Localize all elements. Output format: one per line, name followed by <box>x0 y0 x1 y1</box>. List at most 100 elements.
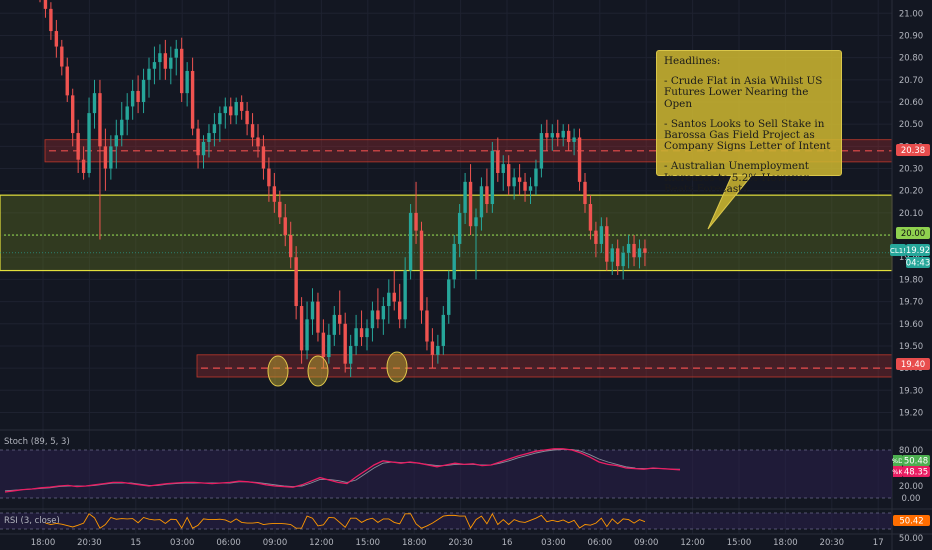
symbol-tag[interactable] <box>890 244 906 256</box>
candle[interactable] <box>207 124 211 158</box>
candle[interactable] <box>294 246 298 320</box>
candle[interactable] <box>512 168 516 200</box>
candle[interactable] <box>185 62 189 107</box>
candle[interactable] <box>141 68 146 114</box>
time-axis[interactable]: 18:00 20:30 15 03:00 06:00 09:00 12:00 15:00 18:… <box>31 538 884 548</box>
candles[interactable] <box>38 0 647 377</box>
candle[interactable] <box>196 119 200 169</box>
candle[interactable] <box>539 124 544 178</box>
candle[interactable] <box>136 75 140 114</box>
candle[interactable] <box>583 172 587 213</box>
candle[interactable] <box>566 124 571 151</box>
candle[interactable] <box>637 239 642 269</box>
candle[interactable] <box>299 297 304 364</box>
candle[interactable] <box>190 57 195 136</box>
candle[interactable] <box>632 235 636 267</box>
candle[interactable] <box>577 128 582 191</box>
candle[interactable] <box>234 97 238 125</box>
candle[interactable] <box>441 306 445 355</box>
rsi-pane[interactable]: RSI (3, close) <box>0 512 892 530</box>
candle[interactable] <box>370 301 375 342</box>
candle[interactable] <box>594 221 598 258</box>
candle[interactable] <box>599 217 604 253</box>
candle[interactable] <box>561 124 565 147</box>
candle[interactable] <box>507 155 511 196</box>
candle[interactable] <box>163 39 168 80</box>
candle[interactable] <box>310 288 315 335</box>
candle[interactable] <box>354 314 358 355</box>
candle[interactable] <box>180 37 184 103</box>
candle[interactable] <box>365 319 369 351</box>
candle[interactable] <box>528 177 533 205</box>
candle[interactable] <box>158 44 162 80</box>
candle[interactable] <box>147 57 151 98</box>
candle[interactable] <box>130 79 135 120</box>
candle[interactable] <box>610 243 614 275</box>
candle[interactable] <box>490 141 495 213</box>
candle[interactable] <box>201 135 206 169</box>
candle[interactable] <box>103 128 108 191</box>
candle[interactable] <box>229 97 233 125</box>
candle[interactable] <box>332 306 336 346</box>
candle[interactable] <box>621 246 625 280</box>
candle[interactable] <box>305 301 309 360</box>
candle[interactable] <box>626 235 631 269</box>
candle[interactable] <box>479 177 484 231</box>
candle[interactable] <box>616 239 620 275</box>
candle[interactable] <box>419 221 424 324</box>
candle[interactable] <box>256 124 260 158</box>
candle[interactable] <box>278 190 282 224</box>
candle[interactable] <box>523 172 527 202</box>
stoch-pane[interactable]: Stoch (89, 5, 3) <box>0 437 892 499</box>
candle[interactable] <box>517 164 522 196</box>
candle[interactable] <box>408 204 413 280</box>
candle[interactable] <box>588 195 593 240</box>
candle[interactable] <box>392 270 396 311</box>
candle[interactable] <box>436 334 440 364</box>
headlines-annotation[interactable]: Headlines: - Crude Flat in Asia Whilst U… <box>656 50 842 194</box>
candle[interactable] <box>218 106 222 142</box>
candle[interactable] <box>376 288 380 329</box>
candle[interactable] <box>381 297 386 335</box>
candle[interactable] <box>545 119 549 151</box>
candle[interactable] <box>174 39 178 76</box>
candle[interactable] <box>60 39 64 76</box>
candle[interactable] <box>327 323 331 364</box>
candle[interactable] <box>643 239 647 267</box>
candle[interactable] <box>245 102 249 136</box>
candle[interactable] <box>501 155 505 191</box>
candle[interactable] <box>425 297 429 351</box>
candle[interactable] <box>250 113 255 147</box>
candle[interactable] <box>267 157 271 202</box>
candle[interactable] <box>152 46 157 85</box>
candle[interactable] <box>468 164 473 236</box>
candle[interactable] <box>447 270 451 324</box>
candle[interactable] <box>463 172 467 224</box>
candle[interactable] <box>534 159 538 196</box>
candle[interactable] <box>414 181 418 244</box>
candle[interactable] <box>120 102 124 147</box>
candle[interactable] <box>289 221 293 269</box>
candle[interactable] <box>457 204 462 258</box>
candle[interactable] <box>348 334 353 377</box>
candle[interactable] <box>81 146 86 180</box>
candle[interactable] <box>65 57 69 103</box>
candle[interactable] <box>452 235 456 289</box>
candle[interactable] <box>343 312 347 373</box>
candle[interactable] <box>43 0 48 18</box>
candle[interactable] <box>92 79 97 129</box>
candle[interactable] <box>572 128 576 156</box>
candle[interactable] <box>338 290 342 335</box>
candle[interactable] <box>403 257 407 329</box>
candle[interactable] <box>125 93 129 136</box>
candle[interactable] <box>398 283 402 329</box>
candle[interactable] <box>212 113 217 147</box>
candle[interactable] <box>223 97 227 129</box>
candle[interactable] <box>272 172 277 213</box>
candle[interactable] <box>239 95 244 120</box>
candle[interactable] <box>556 119 560 147</box>
candle[interactable] <box>316 292 320 342</box>
candle[interactable] <box>430 328 435 369</box>
candle[interactable] <box>169 46 173 85</box>
candle[interactable] <box>114 119 118 169</box>
